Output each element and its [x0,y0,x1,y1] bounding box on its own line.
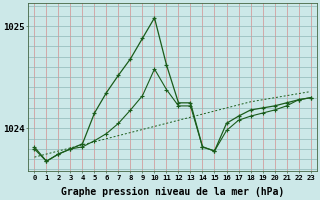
X-axis label: Graphe pression niveau de la mer (hPa): Graphe pression niveau de la mer (hPa) [61,186,284,197]
